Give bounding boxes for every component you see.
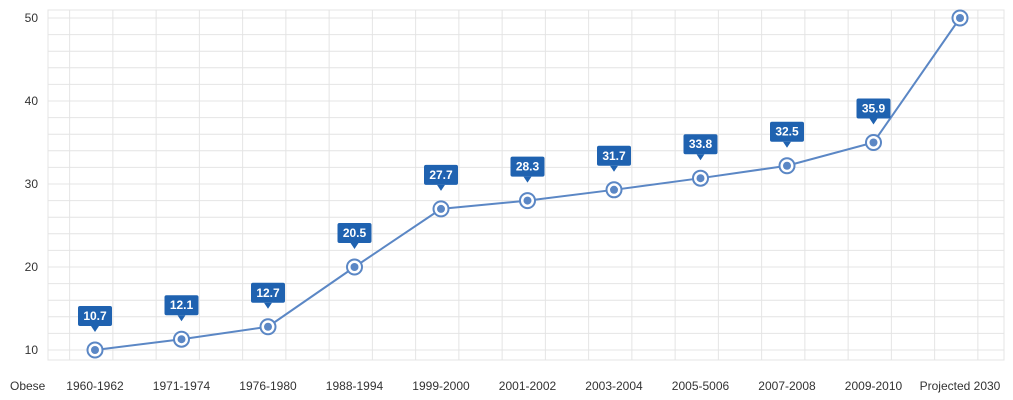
data-label: 12.1 bbox=[164, 295, 199, 322]
data-point-core bbox=[437, 204, 445, 213]
data-label: 27.7 bbox=[424, 164, 458, 191]
data-label-pointer bbox=[696, 154, 705, 161]
data-label-text: 31.7 bbox=[602, 149, 626, 163]
data-point-core bbox=[91, 346, 99, 354]
data-point-core bbox=[264, 322, 272, 331]
y-tick-label: 10 bbox=[25, 343, 39, 357]
data-label: 10.7 bbox=[78, 306, 112, 332]
data-label: 35.9 bbox=[856, 98, 891, 125]
data-label-pointer bbox=[869, 118, 878, 125]
data-point-core bbox=[610, 185, 618, 194]
x-axis-row-title: Obese bbox=[10, 379, 46, 393]
data-label-text: 27.7 bbox=[429, 168, 453, 182]
data-label-pointer bbox=[610, 165, 618, 172]
grid-layer bbox=[47, 9, 1005, 361]
x-tick-label: 1971-1974 bbox=[153, 379, 211, 393]
data-label: 12.7 bbox=[251, 282, 285, 309]
series-layer bbox=[86, 9, 969, 359]
data-label-pointer bbox=[523, 176, 532, 183]
label-layer: 10.7 12.1 12.7 20.5 27.7 28.3 31.7 33.8 32.5 35.9 bbox=[78, 98, 891, 332]
data-label-box bbox=[683, 134, 718, 155]
data-point-core bbox=[956, 14, 964, 22]
x-tick-label: 2005-5006 bbox=[672, 379, 730, 393]
y-tick-label: 20 bbox=[25, 260, 39, 274]
data-label-box bbox=[597, 145, 631, 166]
data-label-text: 28.3 bbox=[516, 160, 540, 174]
data-point-core bbox=[177, 335, 186, 344]
data-label-text: 20.5 bbox=[343, 226, 367, 240]
data-label: 32.5 bbox=[770, 121, 804, 148]
x-tick-label: 2009-2010 bbox=[845, 379, 903, 393]
data-point-core bbox=[350, 263, 359, 271]
data-label-text: 12.7 bbox=[256, 286, 280, 300]
data-point-core bbox=[696, 174, 705, 183]
x-tick-label: 1960-1962 bbox=[66, 379, 124, 393]
y-tick-label: 30 bbox=[25, 177, 39, 191]
data-label: 33.8 bbox=[683, 134, 718, 161]
data-label-box bbox=[337, 223, 372, 243]
data-label-text: 35.9 bbox=[862, 102, 886, 116]
data-label-pointer bbox=[264, 302, 272, 309]
data-label: 20.5 bbox=[337, 223, 372, 249]
data-point-core bbox=[869, 138, 878, 147]
plot-area-frame bbox=[47, 9, 1005, 361]
data-label-pointer bbox=[177, 315, 186, 322]
data-label-pointer bbox=[783, 141, 791, 148]
data-label-box bbox=[856, 98, 891, 119]
axis-layer: Obese 10 20 30 40 50 1960-1962 1971-1974 1976-1… bbox=[10, 11, 1001, 393]
x-tick-label: 1988-1994 bbox=[326, 379, 384, 393]
data-label-pointer bbox=[350, 243, 359, 249]
x-tick-label: 2007-2008 bbox=[758, 379, 816, 393]
y-tick-label: 40 bbox=[25, 94, 39, 108]
data-label-text: 12.1 bbox=[170, 298, 194, 312]
data-label-box bbox=[251, 282, 285, 303]
data-label-box bbox=[424, 164, 458, 185]
x-tick-label: 2001-2002 bbox=[499, 379, 557, 393]
x-tick-label: Projected 2030 bbox=[920, 379, 1001, 393]
data-label-text: 32.5 bbox=[775, 125, 799, 139]
data-point-core bbox=[783, 161, 791, 170]
data-label-box bbox=[164, 295, 199, 316]
data-label-pointer bbox=[91, 326, 99, 332]
data-label-box bbox=[770, 121, 804, 142]
data-label: 28.3 bbox=[510, 156, 545, 183]
x-tick-label: 1999-2000 bbox=[412, 379, 470, 393]
data-point-core bbox=[523, 196, 532, 205]
y-tick-label: 50 bbox=[25, 11, 39, 25]
x-tick-label: 1976-1980 bbox=[239, 379, 297, 393]
x-tick-label: 2003-2004 bbox=[585, 379, 643, 393]
data-label-text: 33.8 bbox=[689, 137, 713, 151]
data-label-pointer bbox=[437, 184, 445, 191]
data-label-box bbox=[510, 156, 545, 177]
data-label: 31.7 bbox=[597, 145, 631, 172]
data-label-box bbox=[78, 306, 112, 326]
data-label-text: 10.7 bbox=[83, 309, 107, 323]
